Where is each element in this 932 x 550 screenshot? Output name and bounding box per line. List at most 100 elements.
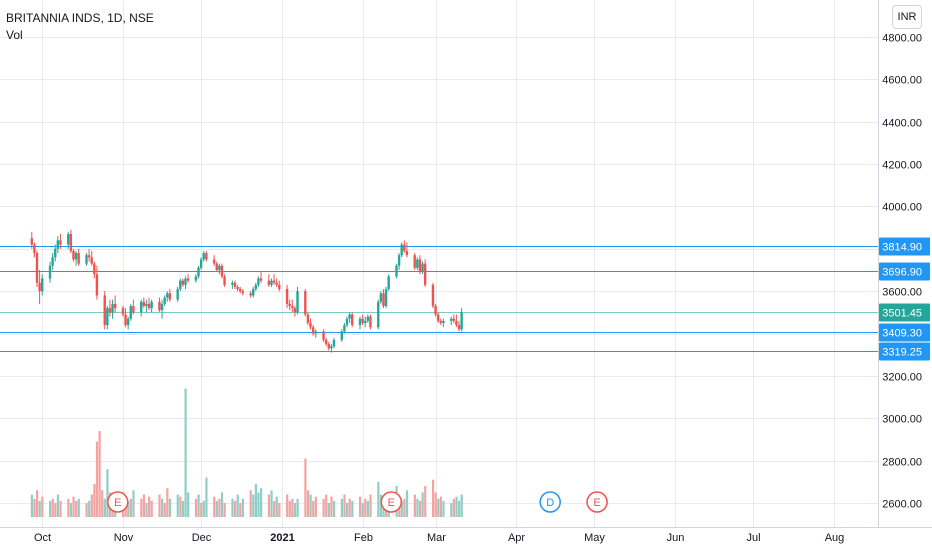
candle-body[interactable] xyxy=(423,263,427,285)
candle-body[interactable] xyxy=(345,318,349,326)
candle-body[interactable] xyxy=(126,318,130,326)
candle-body[interactable] xyxy=(77,253,80,264)
candle-body[interactable] xyxy=(87,255,91,258)
candle-body[interactable] xyxy=(38,282,41,292)
candle-body[interactable] xyxy=(158,301,161,311)
candle-body[interactable] xyxy=(327,344,330,349)
candle-body[interactable] xyxy=(452,318,455,321)
candle-body[interactable] xyxy=(439,320,442,323)
candle-body[interactable] xyxy=(179,280,182,290)
earnings-marker[interactable] xyxy=(586,491,608,513)
candle-body[interactable] xyxy=(293,308,297,313)
candle-body[interactable] xyxy=(181,280,185,285)
candle-body[interactable] xyxy=(233,282,237,287)
candle-body[interactable] xyxy=(257,278,260,285)
candle-body[interactable] xyxy=(421,263,424,273)
candle-body[interactable] xyxy=(218,265,221,270)
candle-body[interactable] xyxy=(95,274,99,296)
candle-body[interactable] xyxy=(223,276,226,285)
candle-body[interactable] xyxy=(163,297,166,304)
candle-body[interactable] xyxy=(384,289,388,307)
candle-body[interactable] xyxy=(413,255,416,268)
candle-body[interactable] xyxy=(241,291,244,294)
candle-body[interactable] xyxy=(449,318,453,321)
candle-body[interactable] xyxy=(296,291,299,313)
time-scale[interactable]: Oct Nov Dec 2021 Feb Mar Apr May Jun Jul Aug xyxy=(34,532,844,544)
candle-body[interactable] xyxy=(72,250,75,260)
candle-body[interactable] xyxy=(106,308,109,326)
candle-body[interactable] xyxy=(56,240,60,249)
candle-body[interactable] xyxy=(382,293,385,307)
candle-body[interactable] xyxy=(35,253,39,283)
candle-body[interactable] xyxy=(93,263,96,275)
candle-body[interactable] xyxy=(74,253,78,260)
candle-body[interactable] xyxy=(304,291,307,315)
candle-body[interactable] xyxy=(431,284,435,307)
candle-body[interactable] xyxy=(67,233,70,245)
candle-body[interactable] xyxy=(460,312,463,330)
candle-body[interactable] xyxy=(212,259,216,264)
candle-body[interactable] xyxy=(436,314,440,321)
candle-body[interactable] xyxy=(113,303,117,309)
candle-body[interactable] xyxy=(348,314,351,319)
candle-body[interactable] xyxy=(351,314,354,326)
candle-body[interactable] xyxy=(238,289,242,292)
candle-body[interactable] xyxy=(33,244,36,254)
candle-body[interactable] xyxy=(147,303,151,309)
candle-body[interactable] xyxy=(215,263,218,270)
candle-body[interactable] xyxy=(231,282,234,285)
candle-body[interactable] xyxy=(364,320,367,323)
candle-body[interactable] xyxy=(197,267,200,277)
candle-body[interactable] xyxy=(309,322,312,328)
candle-body[interactable] xyxy=(90,257,93,264)
volume-legend-label[interactable]: Vol xyxy=(6,28,23,42)
candle-body[interactable] xyxy=(434,306,437,315)
candle-body[interactable] xyxy=(314,331,317,334)
candle-body[interactable] xyxy=(132,306,135,313)
candle-body[interactable] xyxy=(278,284,281,290)
candle-body[interactable] xyxy=(220,265,224,277)
candle-body[interactable] xyxy=(332,339,336,347)
candle-body[interactable] xyxy=(395,265,398,277)
candle-body[interactable] xyxy=(259,278,263,281)
candle-body[interactable] xyxy=(111,303,114,313)
candle-body[interactable] xyxy=(249,293,252,296)
candle-body[interactable] xyxy=(324,339,328,345)
candle-body[interactable] xyxy=(140,301,143,313)
candle-body[interactable] xyxy=(168,293,172,300)
candle-body[interactable] xyxy=(202,253,205,260)
candle-body[interactable] xyxy=(129,306,132,319)
candle-body[interactable] xyxy=(288,303,291,307)
candle-body[interactable] xyxy=(405,250,409,256)
candle-body[interactable] xyxy=(322,331,325,340)
candle-body[interactable] xyxy=(150,301,153,309)
candle-body[interactable] xyxy=(254,284,258,290)
candle-body[interactable] xyxy=(51,257,54,266)
candle-body[interactable] xyxy=(343,325,346,332)
candle-body[interactable] xyxy=(145,303,148,307)
candle-body[interactable] xyxy=(330,346,333,349)
candle-body[interactable] xyxy=(379,293,383,302)
earnings-marker[interactable] xyxy=(380,491,403,513)
candle-body[interactable] xyxy=(121,308,125,315)
candle-body[interactable] xyxy=(59,240,62,245)
candle-body[interactable] xyxy=(108,308,112,313)
candle-body[interactable] xyxy=(236,286,239,290)
candle-body[interactable] xyxy=(103,295,106,326)
candle-body[interactable] xyxy=(142,301,146,307)
currency-unit-button[interactable]: INR xyxy=(892,5,922,29)
candle-body[interactable] xyxy=(48,265,52,279)
candle-body[interactable] xyxy=(166,293,169,298)
candle-body[interactable] xyxy=(194,276,198,281)
candle-body[interactable] xyxy=(124,314,127,326)
candle-body[interactable] xyxy=(275,282,278,285)
candle-body[interactable] xyxy=(455,320,458,326)
candle-body[interactable] xyxy=(270,280,273,285)
candle-body[interactable] xyxy=(54,248,57,258)
candle-body[interactable] xyxy=(291,306,294,309)
candle-body[interactable] xyxy=(400,244,403,256)
candle-body[interactable] xyxy=(267,280,271,285)
candle-body[interactable] xyxy=(205,253,208,260)
